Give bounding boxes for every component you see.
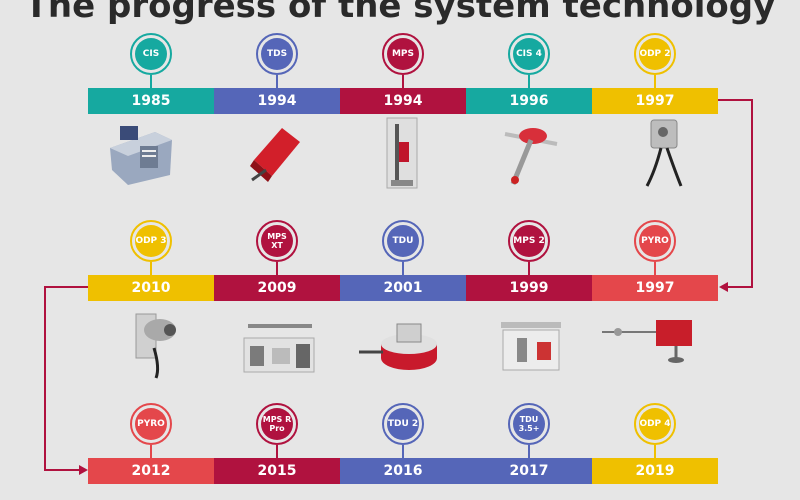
milestone-label: MPS R Pro <box>261 408 293 440</box>
odp2-product-image <box>645 119 683 187</box>
cis-product-image <box>110 126 172 185</box>
mpsxt-product-image <box>243 324 315 373</box>
milestone-label: ODP 3 <box>135 225 167 257</box>
tdu-product-image <box>359 323 437 370</box>
mps-product-image <box>386 117 418 189</box>
milestone-label: TDU 2 <box>387 408 419 440</box>
milestone-stem <box>402 445 404 458</box>
milestone-badge: TDU 2 <box>382 403 424 445</box>
milestone-stem <box>276 445 278 458</box>
milestone-stem <box>150 75 152 88</box>
year-segment-odp-3: 2010 <box>88 275 214 301</box>
milestone-badge: CIS <box>130 33 172 75</box>
milestone-stem <box>276 75 278 88</box>
year-segment-mps-xt: 2009 <box>214 275 340 301</box>
milestone-stem <box>654 75 656 88</box>
milestone-badge: TDU <box>382 220 424 262</box>
year-segment-cis-4: 1996 <box>466 88 592 114</box>
year-segment-odp-2: 1997 <box>592 88 718 114</box>
milestone-badge: ODP 2 <box>634 33 676 75</box>
milestone-badge: MPS XT <box>256 220 298 262</box>
milestone-badge: MPS 2 <box>508 220 550 262</box>
milestone-stem <box>528 262 530 275</box>
year-segment-cis: 1985 <box>88 88 214 114</box>
year-segment-tds: 1994 <box>214 88 340 114</box>
year-segment-mps-r-pro: 2015 <box>214 458 340 484</box>
mps2-product-image <box>501 322 561 371</box>
milestone-label: TDU 3.5+ <box>513 408 545 440</box>
milestone-stem <box>402 75 404 88</box>
milestone-label: CIS <box>135 38 167 70</box>
year-segment-pyro: 1997 <box>592 275 718 301</box>
milestone-badge: ODP 3 <box>130 220 172 262</box>
milestone-label: PYRO <box>135 408 167 440</box>
milestone-stem <box>654 445 656 458</box>
milestone-stem <box>150 445 152 458</box>
milestone-badge: TDU 3.5+ <box>508 403 550 445</box>
year-segment-tdu: 2001 <box>340 275 466 301</box>
year-segment-mps: 1994 <box>340 88 466 114</box>
milestone-stem <box>276 262 278 275</box>
year-segment-pyro: 2012 <box>88 458 214 484</box>
milestone-label: MPS 2 <box>513 225 545 257</box>
milestone-label: ODP 2 <box>639 38 671 70</box>
milestone-stem <box>402 262 404 275</box>
milestone-label: MPS <box>387 38 419 70</box>
milestone-label: PYRO <box>639 225 671 257</box>
tds-product-image <box>250 128 300 182</box>
year-segment-mps-2: 1999 <box>466 275 592 301</box>
milestone-label: MPS XT <box>261 225 293 257</box>
milestone-badge: MPS <box>382 33 424 75</box>
milestone-badge: CIS 4 <box>508 33 550 75</box>
odp3-product-image <box>135 313 176 379</box>
pyro-product-image <box>602 320 692 363</box>
milestone-badge: PYRO <box>634 220 676 262</box>
milestone-label: TDU <box>387 225 419 257</box>
year-segment-tdu-3-5-: 2017 <box>466 458 592 484</box>
milestone-badge: ODP 4 <box>634 403 676 445</box>
year-segment-odp-4: 2019 <box>592 458 718 484</box>
milestone-badge: TDS <box>256 33 298 75</box>
milestone-label: TDS <box>261 38 293 70</box>
milestone-badge: MPS R Pro <box>256 403 298 445</box>
milestone-badge: PYRO <box>130 403 172 445</box>
page-title: The progress of the system technology <box>24 0 776 26</box>
milestone-stem <box>528 445 530 458</box>
cis4-product-image <box>504 128 558 185</box>
year-segment-tdu-2: 2016 <box>340 458 466 484</box>
milestone-stem <box>654 262 656 275</box>
milestone-stem <box>150 262 152 275</box>
milestone-label: ODP 4 <box>639 408 671 440</box>
milestone-stem <box>528 75 530 88</box>
milestone-label: CIS 4 <box>513 38 545 70</box>
